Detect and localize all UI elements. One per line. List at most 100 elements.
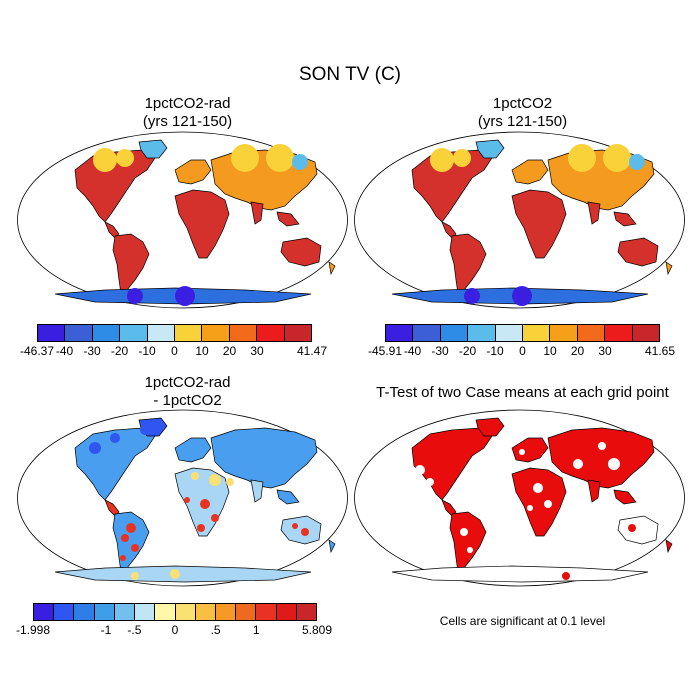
colorbar-swatch [195, 604, 216, 620]
colorbar-swatch [175, 604, 196, 620]
map-patch [89, 442, 101, 454]
map-patch [608, 458, 620, 470]
map-patch [415, 465, 425, 475]
colorbar-swatch [202, 325, 230, 341]
colorbar-swatch [38, 325, 66, 341]
map-patch [464, 288, 480, 304]
panel-3-title-line2: - 1pctCO2 [153, 392, 222, 409]
map-patch [292, 523, 298, 529]
map-patch [467, 547, 473, 553]
colorbar-3 [33, 603, 317, 621]
landmass-nz [328, 539, 336, 554]
colorbar-swatch [175, 325, 203, 341]
panel-1-title: 1pctCO2-rad (yrs 121-150) [25, 95, 350, 131]
map-patch [127, 288, 143, 304]
landmass-india [587, 201, 601, 225]
colorbar-tick-label: -40 [403, 344, 422, 358]
colorbar-tick-label: -40 [55, 344, 74, 358]
colorbar-swatch [65, 325, 93, 341]
map-patch [266, 144, 294, 172]
landmass-europe [174, 437, 212, 463]
landmass-india [587, 479, 601, 503]
antarctica-significant-patch [562, 572, 570, 580]
landmass-africa [511, 189, 567, 259]
map-patch [226, 478, 234, 486]
map-patch [573, 459, 583, 469]
landmass-australia [280, 515, 322, 545]
colorbar-tick-label: .5 [210, 623, 221, 637]
map-patch [184, 497, 190, 503]
colorbar-tick-label: 20 [570, 344, 585, 358]
map-patch [426, 478, 434, 486]
landmass-asia [547, 427, 655, 489]
map-patch [197, 524, 205, 532]
colorbar-tick-label: 41.65 [644, 344, 676, 358]
colorbar-swatch [135, 604, 156, 620]
map-patch [603, 144, 631, 172]
colorbar-swatch [495, 325, 524, 341]
panel-1-title-line1: 1pctCO2-rad [144, 95, 231, 112]
colorbar-2 [385, 324, 660, 342]
colorbar-tick-label: -.5 [127, 623, 142, 637]
landmass-se-asia [613, 211, 637, 227]
map-patch [544, 500, 552, 508]
map-patch [120, 555, 126, 561]
map-patch [231, 144, 259, 172]
colorbar-swatch [94, 604, 115, 620]
landmass-australia [280, 237, 322, 267]
map-patch [209, 474, 221, 486]
landmass-australia [617, 237, 659, 267]
significance-note: Cells are significant at 0.1 level [439, 614, 606, 628]
map-1pctco2-rad [17, 131, 348, 309]
landmass-antarctica [391, 565, 649, 583]
map-patch [140, 425, 150, 435]
map-patch [568, 144, 596, 172]
map-patch [301, 528, 309, 536]
colorbar-swatch [34, 604, 55, 620]
map-patch [175, 286, 195, 306]
landmass-australia [617, 515, 659, 545]
landmass-seAsia [276, 489, 300, 505]
colorbar-tick-label: 10 [195, 344, 209, 358]
colorbar-swatch [386, 325, 414, 341]
landmass-greenland [475, 139, 505, 159]
colorbar-2-ticks: -45.91 -40 -30 -20 -10 0 10 20 30 41.65 [368, 344, 675, 360]
colorbar-tick-label: -1.998 [15, 623, 51, 637]
landmass-india [250, 201, 264, 225]
colorbar-swatch [236, 604, 257, 620]
landmass-europe [511, 159, 549, 185]
colorbar-swatch [155, 604, 176, 620]
landmass-se-asia [276, 211, 300, 227]
map-patch [131, 572, 139, 580]
colorbar-tick-label: -46.37 [19, 344, 55, 358]
colorbar-swatch [523, 325, 551, 341]
colorbar-tick-label: -20 [110, 344, 129, 358]
colorbar-tick-label: 30 [598, 344, 612, 358]
landmass-europe [174, 159, 212, 185]
landmass-europe [511, 437, 549, 463]
landmass-new-zealand [665, 261, 673, 276]
landmass-seAsia [613, 489, 637, 505]
map-patch [453, 149, 471, 167]
map-patch [292, 154, 308, 170]
panel-2-title: 1pctCO2 (yrs 121-150) [360, 95, 685, 131]
map-patch [121, 534, 129, 542]
map-patch [126, 523, 136, 533]
colorbar-tick-label: 0 [171, 623, 179, 637]
map-1pctco2 [354, 131, 685, 309]
landmass-africa [174, 189, 230, 259]
colorbar-tick-label: 30 [250, 344, 264, 358]
colorbar-swatch [257, 325, 285, 341]
landmass-africa [511, 467, 567, 537]
map-patch [170, 569, 180, 579]
colorbar-swatch [296, 604, 317, 620]
colorbar-tick-label: -20 [458, 344, 477, 358]
colorbar-swatch [74, 604, 95, 620]
map-patch [211, 514, 219, 522]
colorbar-swatch [54, 604, 75, 620]
colorbar-tick-label: 41.47 [296, 344, 328, 358]
colorbar-swatch [92, 325, 121, 341]
colorbar-tick-label: -10 [138, 344, 156, 358]
colorbar-swatch [413, 325, 441, 341]
landmass-south-america [112, 233, 150, 295]
